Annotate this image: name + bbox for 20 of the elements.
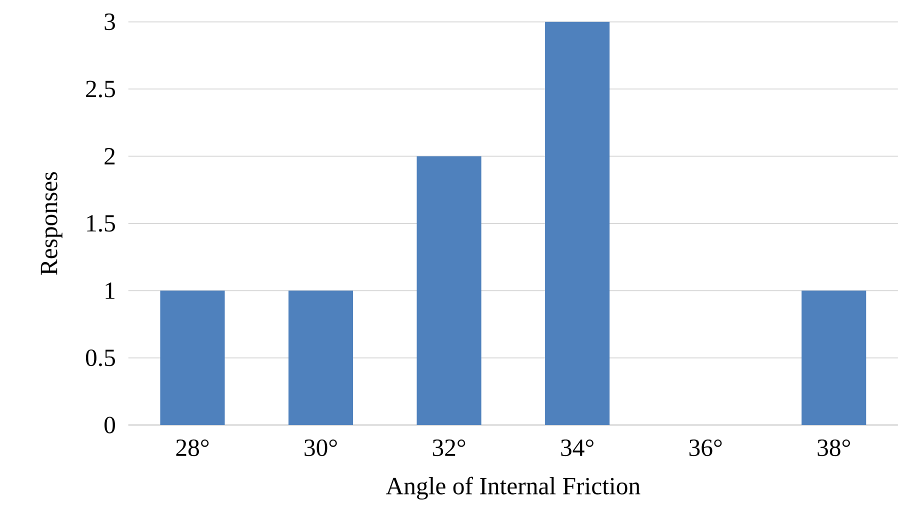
y-tick-label: 1.5 xyxy=(87,214,115,232)
y-tick-label: 1 xyxy=(106,282,114,299)
bar xyxy=(545,22,610,425)
y-tick-label: 0 xyxy=(104,416,115,434)
y-axis-title: Responses xyxy=(40,172,62,275)
y-tick-label: 2 xyxy=(104,148,115,164)
x-tick-label: 34° xyxy=(561,439,594,456)
y-tick-label: 0.5 xyxy=(86,349,115,366)
bar xyxy=(416,156,482,425)
bar xyxy=(288,290,354,425)
bar xyxy=(160,290,225,425)
x-tick-label: 30° xyxy=(304,439,337,456)
x-tick-label: 28° xyxy=(176,439,209,456)
x-axis-title: Angle of Internal Friction xyxy=(386,476,640,500)
y-tick-label: 2.5 xyxy=(86,80,115,98)
bar xyxy=(802,290,866,425)
y-tick-label: 3 xyxy=(104,13,115,30)
x-tick-label: 36° xyxy=(689,439,722,456)
x-tick-label: 38° xyxy=(818,439,850,456)
x-tick-label: 32° xyxy=(432,439,466,456)
